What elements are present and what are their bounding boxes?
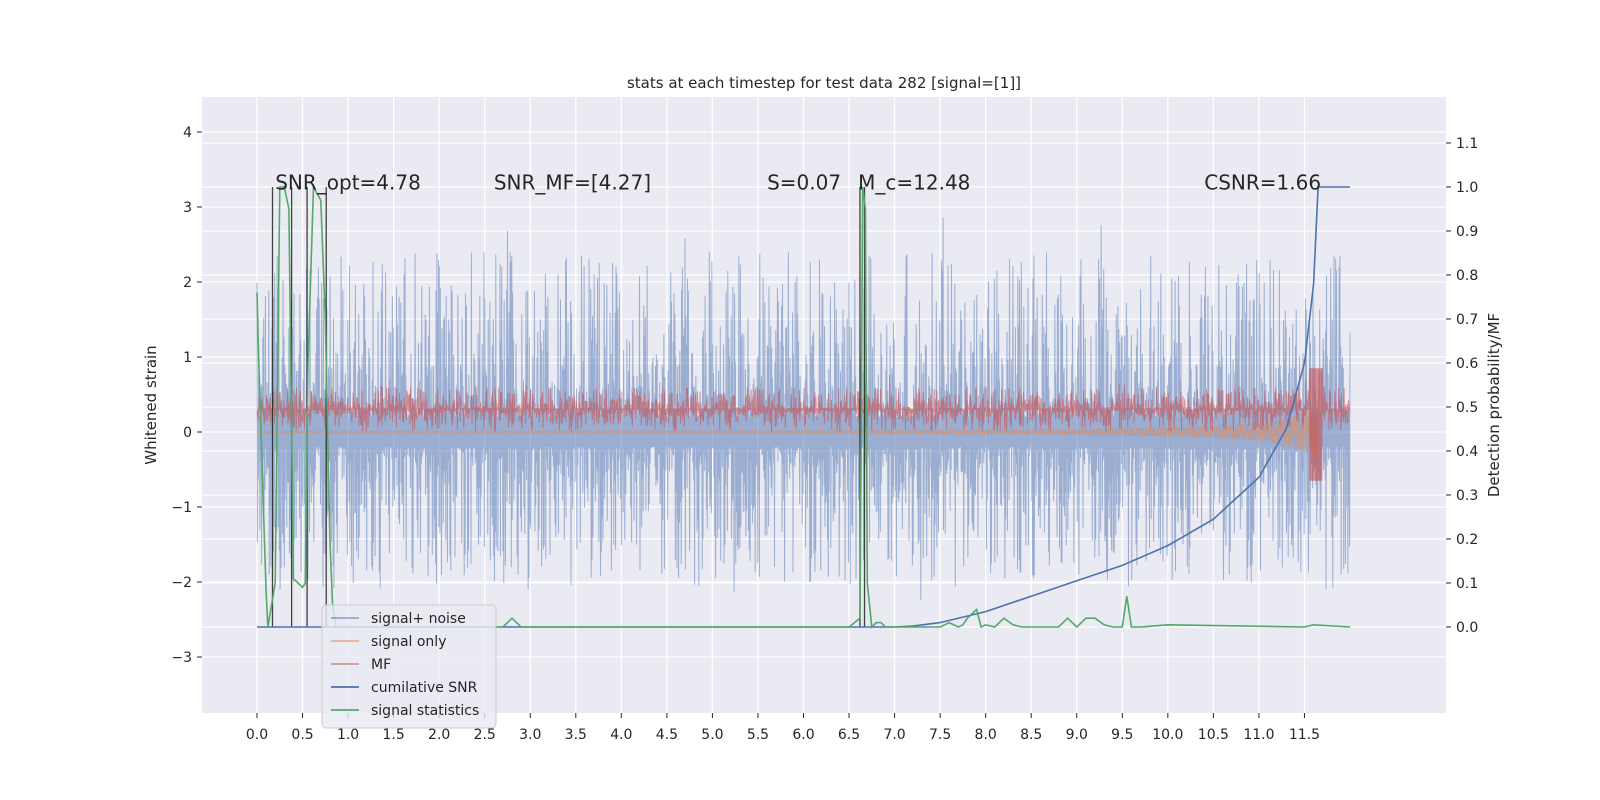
x-tick-label: 6.5 bbox=[838, 727, 860, 743]
y-axis-label: Whitened strain bbox=[142, 345, 160, 464]
chart-annotation: CSNR=1.66 bbox=[1204, 171, 1321, 195]
x-tick-label: 10.5 bbox=[1198, 727, 1229, 743]
chart-annotation: S=0.07 bbox=[767, 171, 841, 195]
x-tick-label: 11.0 bbox=[1243, 727, 1274, 743]
y-tick-label: −1 bbox=[171, 500, 192, 516]
x-tick-label: 10.0 bbox=[1152, 727, 1183, 743]
y-tick-label: 1 bbox=[183, 350, 192, 366]
series-mf bbox=[256, 368, 1351, 481]
right-y-tick-label: 0.7 bbox=[1456, 312, 1478, 328]
legend-label: signal+ noise bbox=[371, 611, 466, 627]
chart-title: stats at each timestep for test data 282… bbox=[627, 74, 1021, 92]
right-y-tick-label: 1.0 bbox=[1456, 180, 1478, 196]
legend-label: signal statistics bbox=[371, 703, 479, 719]
chart-annotation: M_c=12.48 bbox=[858, 171, 970, 195]
right-y-tick-label: 0.4 bbox=[1456, 444, 1478, 460]
right-y-tick-label: 0.6 bbox=[1456, 356, 1478, 372]
right-y-tick-label: 0.8 bbox=[1456, 268, 1478, 284]
y-tick-label: 3 bbox=[183, 200, 192, 216]
right-y-tick-label: 0.3 bbox=[1456, 488, 1478, 504]
y-tick-label: −2 bbox=[171, 575, 192, 591]
x-tick-label: 4.5 bbox=[656, 727, 678, 743]
series-signal-only bbox=[256, 398, 1319, 464]
series-cumulative-snr bbox=[257, 186, 1350, 628]
right-y-tick-label: 0.1 bbox=[1456, 576, 1478, 592]
x-tick-label: 6.0 bbox=[792, 727, 814, 743]
x-tick-label: 0.0 bbox=[246, 727, 268, 743]
x-tick-label: 9.5 bbox=[1111, 727, 1133, 743]
x-tick-label: 8.5 bbox=[1020, 727, 1042, 743]
chart-annotation: SNR_MF=[4.27] bbox=[494, 171, 651, 195]
tick-layer: 0.0 0.5 1.0 1.5 2.0 2.5 3.0 3.5 4.0 4.5 5.0 5.5 6.0 6… bbox=[171, 125, 1478, 743]
right-y-tick-label: 0.0 bbox=[1456, 620, 1478, 636]
x-tick-label: 3.5 bbox=[565, 727, 587, 743]
y-tick-label: 0 bbox=[183, 425, 192, 441]
right-y-tick-label: 0.2 bbox=[1456, 532, 1478, 548]
right-y-tick-label: 0.9 bbox=[1456, 224, 1478, 240]
x-tick-label: 7.0 bbox=[883, 727, 905, 743]
right-y-tick-label: 0.5 bbox=[1456, 400, 1478, 416]
x-tick-label: 2.0 bbox=[428, 727, 450, 743]
x-tick-label: 1.5 bbox=[382, 727, 404, 743]
x-tick-label: 3.0 bbox=[519, 727, 541, 743]
x-tick-label: 9.0 bbox=[1066, 727, 1088, 743]
legend-label: cumilative SNR bbox=[371, 680, 478, 696]
x-tick-label: 4.0 bbox=[610, 727, 632, 743]
series-signal-statistics bbox=[256, 184, 1351, 629]
chart-annotation: SNR_opt=4.78 bbox=[275, 171, 421, 195]
x-tick-label: 11.5 bbox=[1289, 727, 1320, 743]
data-layer bbox=[256, 184, 1351, 629]
x-tick-label: 5.0 bbox=[701, 727, 723, 743]
y-axis-label-right: Detection probability/MF bbox=[1485, 313, 1503, 497]
y-tick-label: 2 bbox=[183, 275, 192, 291]
x-tick-label: 2.5 bbox=[474, 727, 496, 743]
y-tick-label: 4 bbox=[183, 125, 192, 141]
right-y-tick-label: 1.1 bbox=[1456, 136, 1478, 152]
legend-label: MF bbox=[371, 657, 391, 673]
legend-box bbox=[321, 604, 497, 729]
x-tick-label: 7.5 bbox=[929, 727, 951, 743]
x-tick-label: 5.5 bbox=[747, 727, 769, 743]
y-tick-label: −3 bbox=[171, 650, 192, 666]
annotation-layer: SNR_opt=4.78 SNR_MF=[4.27] S=0.07 M_c=12.48… bbox=[275, 171, 1321, 195]
legend-label: signal only bbox=[371, 634, 446, 650]
x-tick-label: 0.5 bbox=[291, 727, 313, 743]
x-tick-label: 1.0 bbox=[337, 727, 359, 743]
x-tick-label: 8.0 bbox=[975, 727, 997, 743]
legend: signal+ noise signal only MF cumilative SNR… bbox=[321, 604, 497, 729]
